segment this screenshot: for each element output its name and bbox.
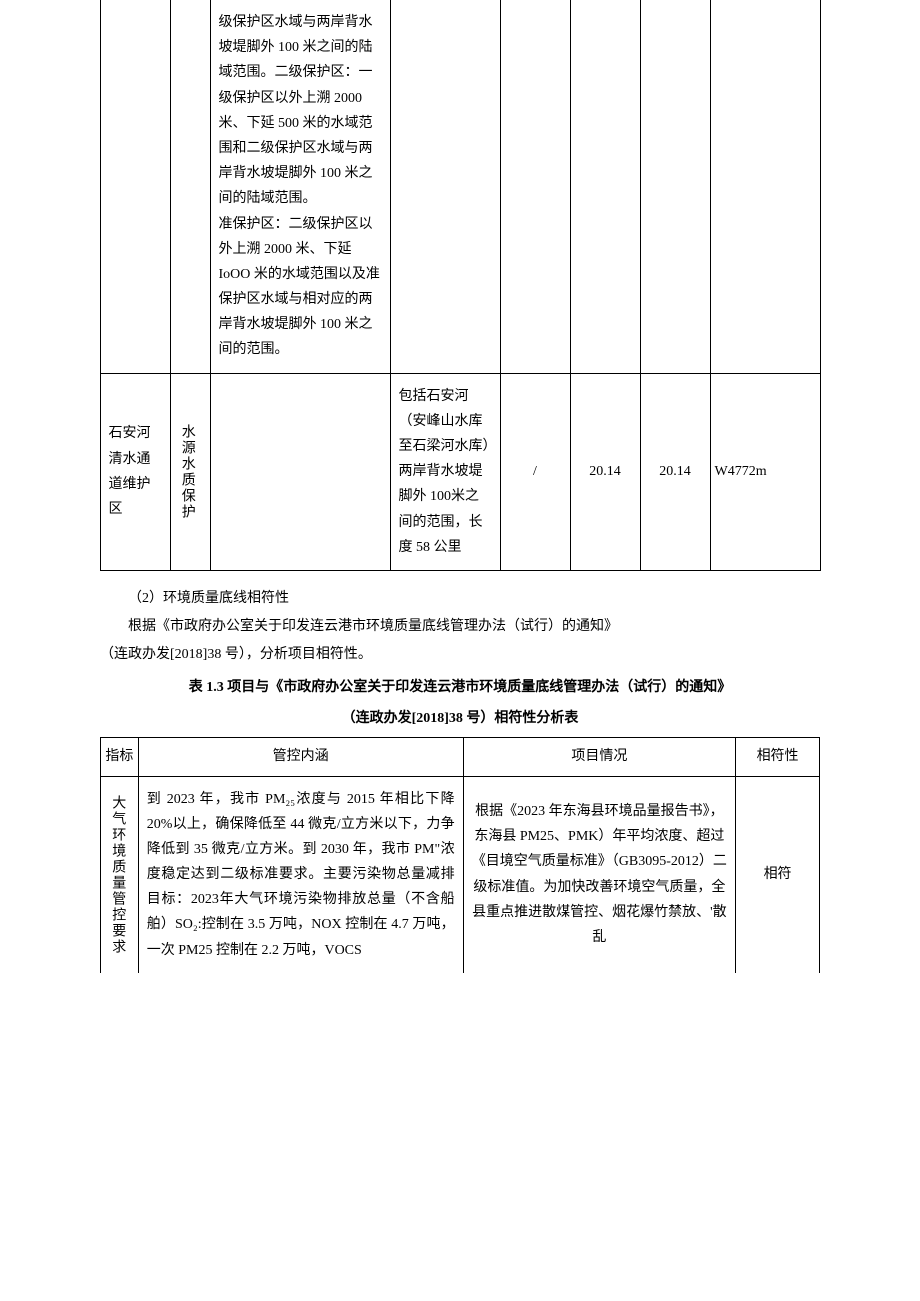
vertical-label: 大气环境质量管控要求	[105, 795, 130, 955]
cell-zone-desc2: 包括石安河（安峰山水库至石梁河水库）两岸背水坡堤脚外 100米之间的范围，长度 …	[390, 373, 500, 570]
paragraph: （连政办发[2018]38 号），分析项目相符性。	[100, 641, 820, 669]
vertical-label: 水源水质保护	[175, 424, 200, 520]
paragraph: （2）环境质量底线相符性	[100, 585, 820, 613]
cell-empty	[710, 0, 820, 373]
table-protection-zones: 级保护区水域与两岸背水坡堤脚外 100 米之间的陆域范围。二级保护区：一级保护区…	[100, 0, 821, 571]
cell-v4: W4772m	[710, 373, 820, 570]
table-header-row: 指标 管控内涵 项目情况 相符性	[101, 738, 820, 776]
header-content: 管控内涵	[138, 738, 463, 776]
cell-empty	[570, 0, 640, 373]
table-conformity: 指标 管控内涵 项目情况 相符性 大气环境质量管控要求 到 2023 年，我市 …	[100, 737, 820, 973]
cell-zone-desc: 级保护区水域与两岸背水坡堤脚外 100 米之间的陆域范围。二级保护区：一级保护区…	[210, 0, 390, 373]
header-situation: 项目情况	[463, 738, 736, 776]
table-row: 大气环境质量管控要求 到 2023 年，我市 PM₂₅浓度与 2015 年相比下…	[101, 776, 820, 973]
cell-zone-name: 石安河清水通道维护区	[100, 373, 170, 570]
table-caption-line1: 表 1.3 项目与《市政府办公室关于印发连云港市环境质量底线管理办法（试行）的通…	[100, 675, 820, 700]
cell-conformity: 相符	[736, 776, 820, 973]
paragraph-block: （2）环境质量底线相符性 根据《市政府办公室关于印发连云港市环境质量底线管理办法…	[100, 585, 820, 669]
cell-empty	[170, 0, 210, 373]
cell-v1: /	[500, 373, 570, 570]
cell-empty	[640, 0, 710, 373]
cell-empty	[500, 0, 570, 373]
paragraph: 根据《市政府办公室关于印发连云港市环境质量底线管理办法（试行）的通知》	[100, 613, 820, 641]
cell-v3: 20.14	[640, 373, 710, 570]
header-indicator: 指标	[101, 738, 139, 776]
table-row: 石安河清水通道维护区 水源水质保护 包括石安河（安峰山水库至石梁河水库）两岸背水…	[100, 373, 820, 570]
cell-empty	[100, 0, 170, 373]
cell-zone-type: 水源水质保护	[170, 373, 210, 570]
table-caption-line2: （连政办发[2018]38 号）相符性分析表	[100, 706, 820, 731]
cell-content: 到 2023 年，我市 PM₂₅浓度与 2015 年相比下降 20%以上，确保降…	[138, 776, 463, 973]
cell-empty	[210, 373, 390, 570]
cell-v2: 20.14	[570, 373, 640, 570]
table-row: 级保护区水域与两岸背水坡堤脚外 100 米之间的陆域范围。二级保护区：一级保护区…	[100, 0, 820, 373]
cell-situation: 根据《2023 年东海县环境品量报告书》，东海县 PM25、PMK）年平均浓度、…	[463, 776, 736, 973]
header-conformity: 相符性	[736, 738, 820, 776]
cell-indicator: 大气环境质量管控要求	[101, 776, 139, 973]
cell-empty	[390, 0, 500, 373]
page-container: 级保护区水域与两岸背水坡堤脚外 100 米之间的陆域范围。二级保护区：一级保护区…	[0, 0, 920, 973]
